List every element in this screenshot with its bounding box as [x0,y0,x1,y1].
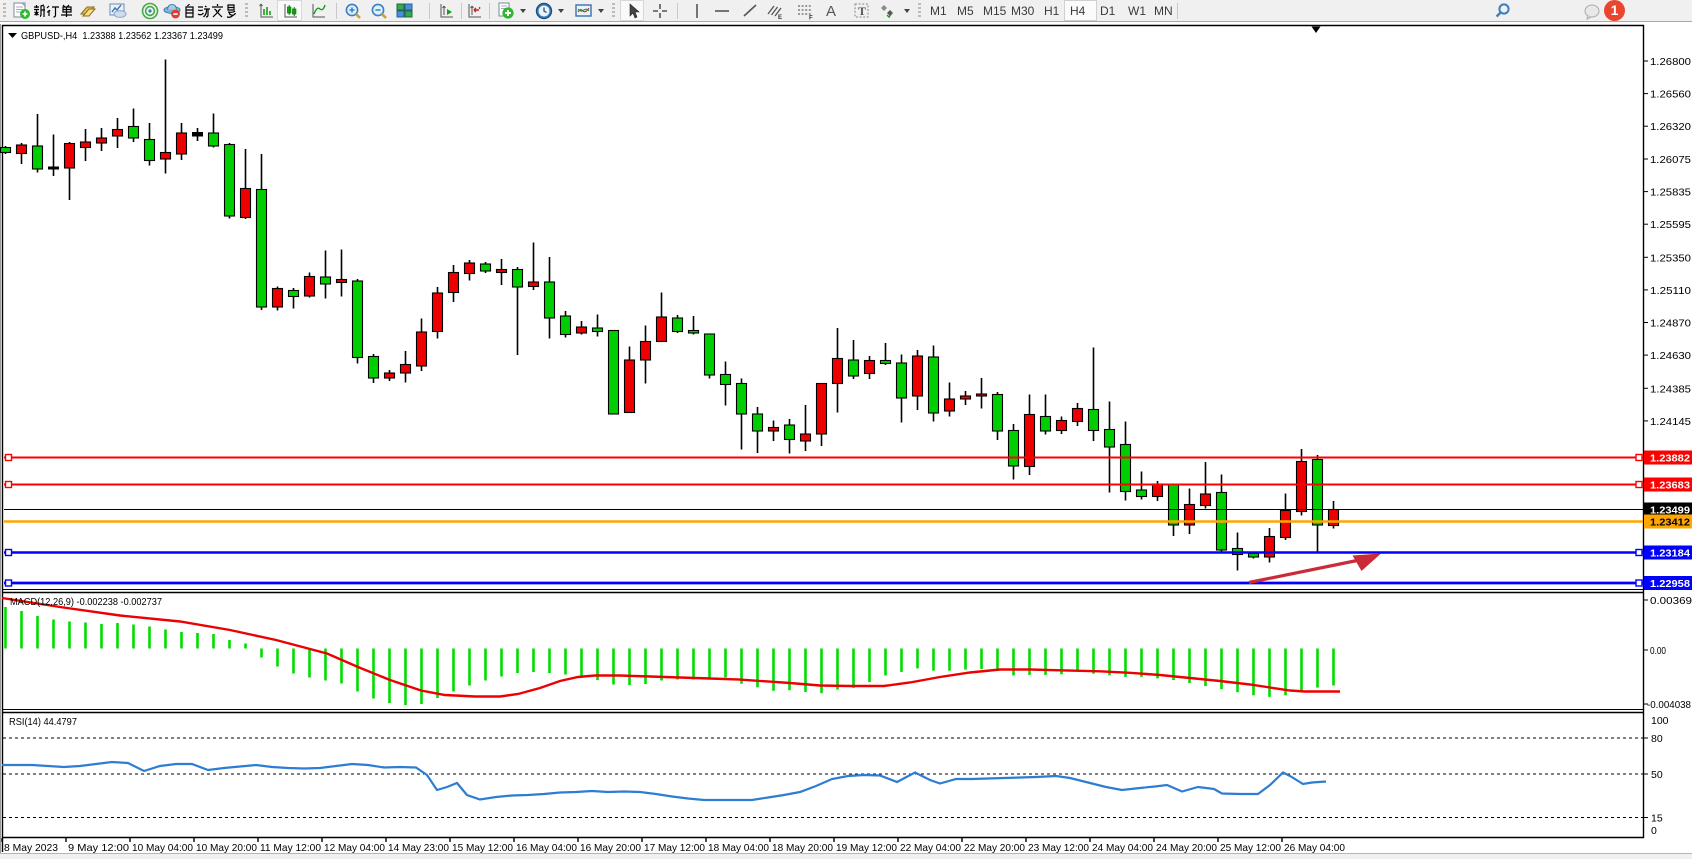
svg-text:1.23499: 1.23499 [1650,505,1690,517]
svg-text:0.00: 0.00 [1650,645,1666,657]
svg-text:11 May 12:00: 11 May 12:00 [260,842,321,854]
svg-text:26 May 04:00: 26 May 04:00 [1284,842,1345,854]
svg-text:F: F [809,16,813,22]
svg-text:80: 80 [1651,733,1663,745]
svg-text:MACD(12,26,9) -0.002238 -0.002: MACD(12,26,9) -0.002238 -0.002737 [10,596,162,608]
svg-text:22 May 04:00: 22 May 04:00 [900,842,961,854]
svg-text:0: 0 [1651,825,1657,837]
svg-text:-0.004038: -0.004038 [1647,699,1691,711]
svg-text:15: 15 [1651,813,1663,825]
svg-text:T: T [858,4,866,18]
svg-text:100: 100 [1651,715,1669,727]
svg-text:RSI(14) 44.4797: RSI(14) 44.4797 [9,716,77,728]
svg-text:1.24630: 1.24630 [1650,350,1691,362]
svg-text:23 May 12:00: 23 May 12:00 [1028,842,1089,854]
svg-text:1.23184: 1.23184 [1650,548,1690,560]
svg-text:14 May 23:00: 14 May 23:00 [388,842,449,854]
svg-text:1.26320: 1.26320 [1650,121,1691,133]
svg-text:12 May 04:00: 12 May 04:00 [324,842,385,854]
svg-text:1.25835: 1.25835 [1650,187,1691,199]
svg-text:1.24385: 1.24385 [1650,383,1691,395]
svg-text:1.26560: 1.26560 [1650,89,1691,101]
svg-text:1.25595: 1.25595 [1650,219,1691,231]
svg-text:9 May 12:00: 9 May 12:00 [68,842,129,854]
svg-text:50: 50 [1651,769,1663,781]
svg-text:E: E [778,15,782,21]
svg-text:1.26075: 1.26075 [1650,154,1691,166]
svg-text:10 May 04:00: 10 May 04:00 [132,842,193,854]
svg-text:25 May 12:00: 25 May 12:00 [1220,842,1281,854]
svg-text:24 May 04:00: 24 May 04:00 [1092,842,1153,854]
svg-text:18 May 20:00: 18 May 20:00 [772,842,833,854]
svg-text:1.26800: 1.26800 [1650,56,1691,68]
svg-text:1.24145: 1.24145 [1650,416,1691,428]
svg-text:19 May 12:00: 19 May 12:00 [836,842,897,854]
svg-text:10 May 20:00: 10 May 20:00 [196,842,257,854]
svg-text:1.25110: 1.25110 [1650,285,1691,297]
svg-text:16 May 04:00: 16 May 04:00 [516,842,577,854]
svg-text:15 May 12:00: 15 May 12:00 [452,842,513,854]
svg-text:1.23683: 1.23683 [1650,480,1690,492]
svg-text:1.25350: 1.25350 [1650,252,1691,264]
svg-text:16 May 20:00: 16 May 20:00 [580,842,641,854]
svg-text:17 May 12:00: 17 May 12:00 [644,842,705,854]
svg-text:GBPUSD-,H4 1.23388 1.23562 1.: GBPUSD-,H4 1.23388 1.23562 1.23367 1.234… [21,30,223,42]
svg-text:18 May 04:00: 18 May 04:00 [708,842,769,854]
svg-text:1.23882: 1.23882 [1650,453,1690,465]
svg-text:0.00369: 0.00369 [1650,595,1692,607]
svg-text:8 May 2023: 8 May 2023 [4,842,58,854]
svg-text:24 May 20:00: 24 May 20:00 [1156,842,1217,854]
svg-text:1.24870: 1.24870 [1650,318,1691,330]
svg-text:22 May 20:00: 22 May 20:00 [964,842,1025,854]
svg-text:1.23412: 1.23412 [1650,517,1690,529]
svg-text:1.22958: 1.22958 [1650,578,1690,590]
